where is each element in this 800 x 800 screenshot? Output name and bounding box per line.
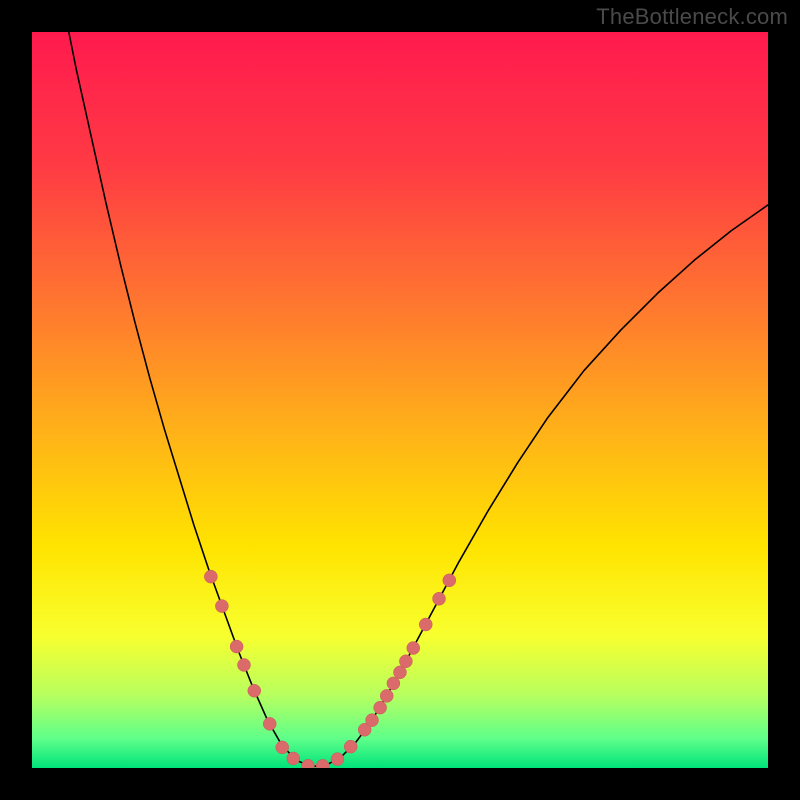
data-marker [276,741,289,754]
data-marker [215,600,228,613]
data-marker [443,574,456,587]
data-marker [230,640,243,653]
data-marker [366,714,379,727]
data-marker [248,684,261,697]
data-marker [399,655,412,668]
watermark-text: TheBottleneck.com [596,4,788,30]
data-marker [237,658,250,671]
data-marker [380,689,393,702]
data-marker [263,717,276,730]
plot-background [32,32,768,768]
data-marker [387,677,400,690]
data-marker [331,753,344,766]
data-marker [433,592,446,605]
data-marker [419,618,432,631]
data-marker [407,642,420,655]
bottleneck-chart [0,0,800,800]
data-marker [204,570,217,583]
chart-container: TheBottleneck.com [0,0,800,800]
data-marker [287,752,300,765]
data-marker [344,740,357,753]
data-marker [374,701,387,714]
